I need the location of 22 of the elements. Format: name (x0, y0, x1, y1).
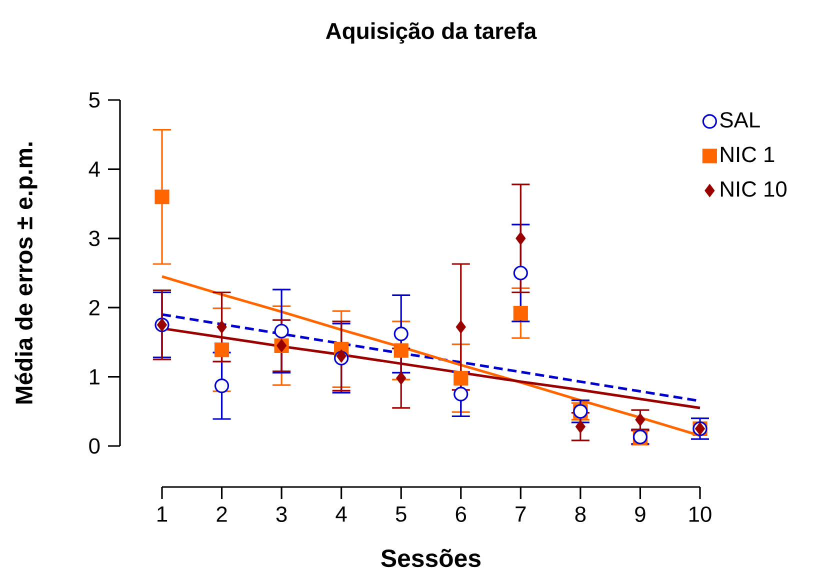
y-tick-label: 2 (89, 300, 100, 316)
x-tick-label: 10 (689, 506, 712, 522)
y-tick-label: 3 (89, 230, 100, 246)
legend-label: NIC 10 (720, 181, 787, 197)
legend-label: SAL (720, 112, 760, 128)
y-tick-label: 1 (90, 369, 100, 384)
y-axis-title: Média de erros ± e.p.m. (14, 142, 38, 404)
x-tick-label: 3 (276, 506, 287, 522)
chart-title: Aquisição da tarefa (326, 22, 537, 44)
x-tick-label: 8 (575, 506, 586, 522)
y-tick-label: 5 (89, 92, 100, 108)
x-tick-label: 7 (516, 506, 526, 522)
y-tick-label: 0 (89, 438, 100, 454)
y-tick-label: 4 (88, 162, 100, 177)
x-tick-label: 5 (396, 506, 406, 522)
x-tick-label: 6 (456, 506, 466, 522)
x-tick-label: 9 (635, 506, 646, 522)
x-axis-title: Sessões (381, 548, 481, 568)
legend-label: NIC 1 (720, 146, 774, 162)
x-tick-label: 2 (216, 506, 227, 522)
x-tick-label: 1 (158, 506, 168, 522)
x-tick-label: 4 (336, 506, 347, 522)
